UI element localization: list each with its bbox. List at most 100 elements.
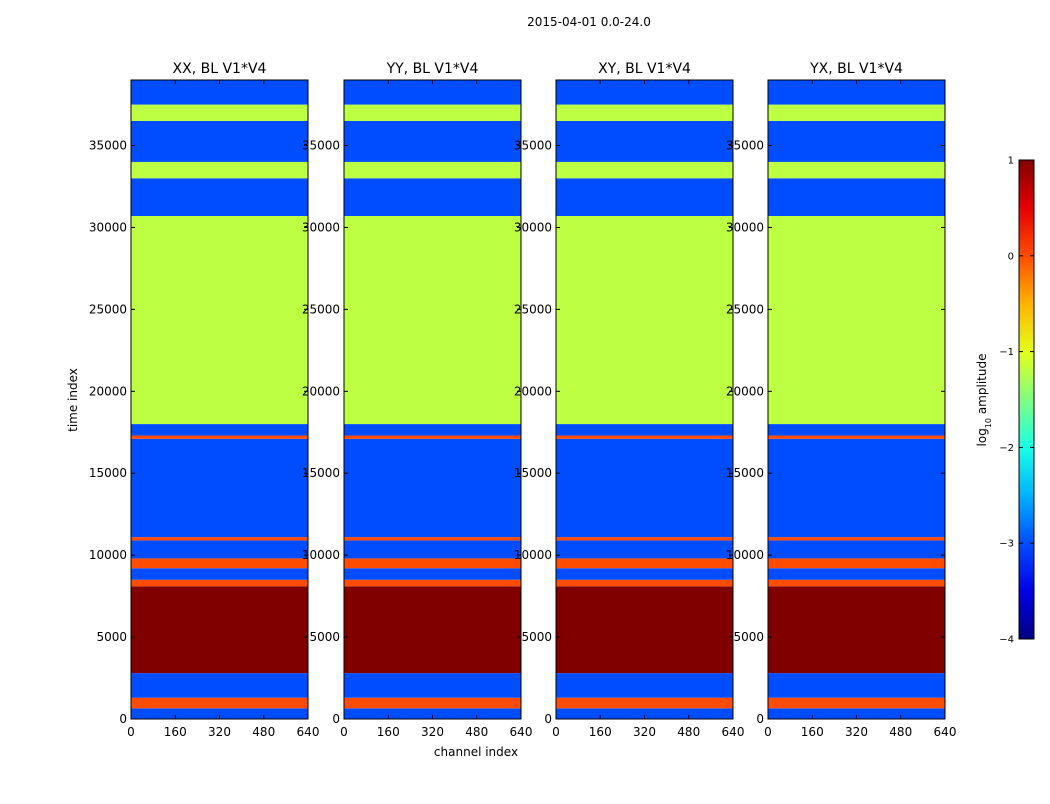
heatmap-band	[344, 708, 521, 719]
y-tick-label: 10000	[89, 548, 127, 562]
y-tick-label: 10000	[726, 548, 764, 562]
heatmap-band	[131, 697, 308, 709]
panel-title: YX, BL V1*V4	[809, 61, 903, 77]
heatmap-band	[556, 586, 733, 674]
heatmap-band	[768, 540, 945, 559]
heatmap-band	[131, 579, 308, 587]
heatmap-band	[131, 558, 308, 569]
panel-title: XY, BL V1*V4	[598, 61, 691, 77]
heatmap-band	[768, 673, 945, 698]
colorbar-label: log10 amplitude	[975, 354, 993, 447]
heatmap-band	[556, 161, 733, 179]
heatmap-band	[556, 104, 733, 121]
heatmap-band	[556, 178, 733, 216]
heatmap-band	[344, 435, 521, 439]
colorbar-bar	[1018, 159, 1035, 640]
x-tick-label: 320	[421, 725, 444, 739]
x-axis-label: channel index	[434, 745, 518, 759]
x-tick-label: 160	[589, 725, 612, 739]
heatmap-band	[556, 673, 733, 698]
heatmap-band	[131, 438, 308, 538]
x-tick-label: 320	[208, 725, 231, 739]
heatmap-band	[768, 579, 945, 587]
heatmap-band	[131, 424, 308, 436]
x-tick-label: 320	[633, 725, 656, 739]
heatmap-band	[556, 215, 733, 425]
heatmap-band	[768, 537, 945, 541]
figure-suptitle: 2015-04-01 0.0-24.0	[527, 15, 651, 29]
colorbar-label-log: log	[975, 428, 989, 446]
heatmap-band	[556, 438, 733, 538]
y-tick-label: 10000	[514, 548, 552, 562]
y-tick-label: 15000	[726, 466, 764, 480]
y-tick-label: 35000	[726, 139, 764, 153]
colorbar-tick-label: 0	[1008, 251, 1014, 262]
y-tick-label: 15000	[514, 466, 552, 480]
y-tick-label: 15000	[302, 466, 340, 480]
heatmap-band	[768, 424, 945, 436]
heatmap-band	[344, 673, 521, 698]
y-tick-label: 0	[332, 712, 340, 726]
x-tick-label: 480	[465, 725, 488, 739]
heatmap-band	[344, 558, 521, 569]
heatmap-band	[131, 673, 308, 698]
heatmap-band	[768, 104, 945, 121]
y-tick-label: 0	[544, 712, 552, 726]
y-tick-label: 15000	[89, 466, 127, 480]
heatmap-band	[344, 586, 521, 674]
heatmap-band	[344, 438, 521, 538]
heatmap-band	[131, 215, 308, 425]
heatmap-band	[344, 540, 521, 559]
colorbar-tick-label: −3	[999, 539, 1014, 550]
x-tick-label: 640	[722, 725, 745, 739]
heatmap-band	[556, 120, 733, 162]
heatmap-band	[768, 568, 945, 580]
y-tick-label: 30000	[726, 220, 764, 234]
heatmap-band	[344, 424, 521, 436]
heatmap-band	[131, 540, 308, 559]
x-tick-label: 160	[377, 725, 400, 739]
y-tick-label: 20000	[514, 384, 552, 398]
heatmap-band	[556, 579, 733, 587]
heatmap-band	[768, 697, 945, 709]
y-tick-label: 25000	[726, 302, 764, 316]
heatmap-band	[131, 178, 308, 216]
heatmap-band	[344, 104, 521, 121]
heatmap-band	[131, 435, 308, 439]
y-tick-label: 5000	[309, 630, 340, 644]
y-tick-label: 20000	[89, 384, 127, 398]
heatmap-band	[768, 120, 945, 162]
heatmap-band	[344, 537, 521, 541]
heatmap-band	[768, 161, 945, 179]
x-tick-label: 640	[934, 725, 957, 739]
y-tick-label: 35000	[514, 139, 552, 153]
heatmap-band	[131, 120, 308, 162]
panel-1: XX, BL V1*V4 0 160 320 480 640 0 5000 10000 15000…	[89, 61, 320, 739]
colorbar-tick-label: −2	[999, 443, 1014, 454]
panel-4: YX, BL V1*V4 0 160 320 480 640 0 5000 10000 15000…	[726, 61, 957, 739]
heatmap-band	[131, 568, 308, 580]
colorbar-label-suffix: amplitude	[975, 354, 989, 418]
heatmap-band	[768, 708, 945, 719]
heatmap-band	[344, 215, 521, 425]
x-tick-label: 480	[677, 725, 700, 739]
heatmap-band	[344, 161, 521, 179]
y-axis-label: time index	[66, 368, 80, 432]
heatmap-band	[344, 120, 521, 162]
y-tick-label: 30000	[514, 220, 552, 234]
heatmap-band	[344, 178, 521, 216]
panel-2: YY, BL V1*V4 0 160 320 480 640 0 5000 10000 15000…	[302, 61, 533, 739]
heatmap-band	[556, 540, 733, 559]
x-tick-label: 160	[801, 725, 824, 739]
heatmap-band	[768, 558, 945, 569]
colorbar-tick-label: −4	[999, 635, 1014, 646]
heatmap-band	[768, 438, 945, 538]
heatmap-band	[131, 80, 308, 105]
heatmap-band	[131, 161, 308, 179]
y-tick-label: 5000	[733, 630, 764, 644]
y-tick-label: 35000	[302, 139, 340, 153]
panel-3: XY, BL V1*V4 0 160 320 480 640 0 5000 10000 15000…	[514, 61, 745, 739]
heatmap-band	[768, 586, 945, 674]
